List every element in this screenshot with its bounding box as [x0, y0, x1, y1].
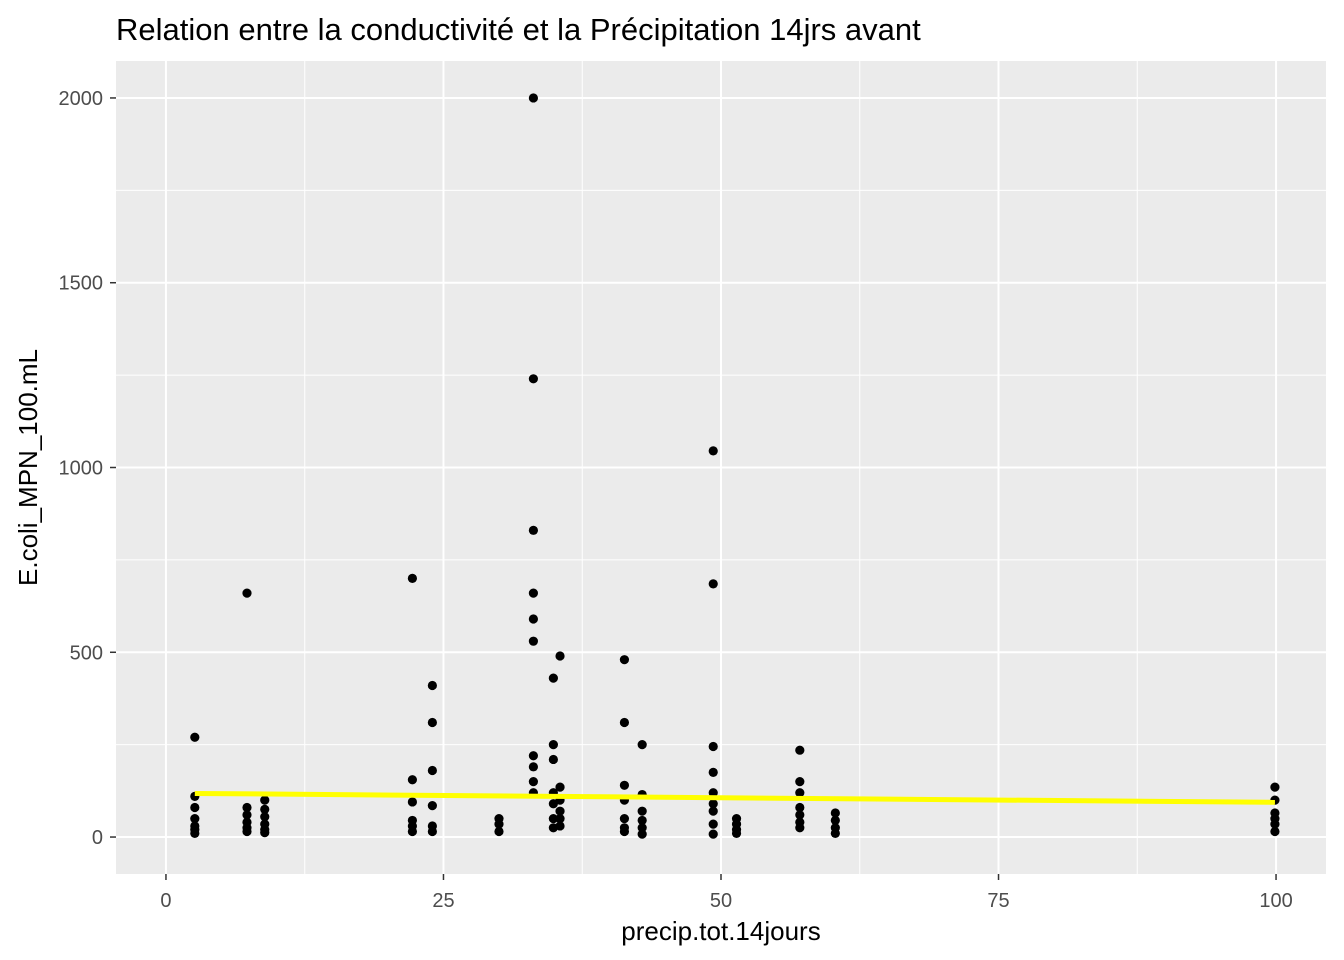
chart-title: Relation entre la conductivité et la Pré…: [116, 12, 921, 47]
data-point: [708, 819, 718, 829]
data-point: [708, 829, 718, 839]
data-point: [548, 740, 558, 750]
data-point: [637, 815, 647, 826]
data-point: [427, 680, 437, 691]
data-point: [190, 813, 200, 824]
data-point: [619, 780, 630, 790]
y-tick-label: 2000: [59, 88, 104, 110]
data-point: [242, 802, 252, 813]
data-point: [708, 741, 718, 752]
data-point: [555, 813, 565, 824]
major-gridlines: [116, 61, 1326, 874]
x-tick-label: 0: [160, 890, 171, 912]
data-point: [427, 717, 437, 728]
data-point: [260, 795, 270, 805]
data-point: [548, 754, 558, 765]
data-point: [242, 826, 252, 837]
y-tick-label: 1500: [59, 273, 104, 295]
data-point: [795, 788, 805, 798]
data-point: [427, 826, 437, 837]
data-point: [555, 782, 565, 792]
data-point: [637, 829, 647, 839]
data-point: [708, 446, 718, 456]
data-point: [795, 823, 805, 833]
data-point: [1270, 826, 1280, 837]
data-point: [190, 802, 200, 813]
data-point: [260, 828, 270, 838]
data-point: [528, 777, 538, 787]
data-point: [528, 525, 538, 535]
x-axis-title: precip.tot.14jours: [621, 916, 820, 946]
data-point: [637, 806, 647, 816]
data-point: [830, 828, 840, 838]
data-point: [708, 767, 718, 777]
data-point: [1270, 819, 1280, 829]
data-point: [708, 788, 718, 798]
x-tick-label: 75: [987, 890, 1009, 912]
y-tick-label: 0: [92, 827, 103, 849]
data-point: [830, 815, 840, 826]
data-point: [548, 813, 558, 824]
data-point: [555, 806, 565, 816]
data-point: [427, 801, 437, 811]
data-point: [260, 804, 270, 814]
x-tick-label: 50: [710, 890, 732, 912]
data-point: [260, 812, 270, 822]
data-point: [190, 828, 200, 838]
data-point: [528, 762, 538, 772]
data-point: [619, 813, 630, 824]
data-point: [494, 826, 504, 837]
data-point: [528, 374, 538, 384]
data-point: [427, 765, 437, 776]
data-point: [1270, 782, 1280, 792]
data-point: [528, 636, 538, 646]
data-point: [548, 673, 558, 683]
data-point: [795, 802, 805, 813]
x-tick-label: 100: [1259, 890, 1292, 912]
x-axis: 0 25 50 75 100: [160, 874, 1293, 912]
data-point: [708, 799, 718, 809]
data-point: [528, 751, 538, 761]
data-point: [407, 797, 417, 807]
data-point: [528, 93, 538, 103]
data-point: [528, 588, 538, 598]
x-tick-label: 25: [432, 890, 454, 912]
data-point: [242, 588, 252, 598]
y-axis: 0 500 1000 1500 2000: [59, 88, 116, 849]
data-point: [555, 651, 565, 661]
data-point: [619, 826, 630, 837]
data-point: [407, 573, 417, 583]
y-tick-label: 500: [70, 642, 103, 664]
data-point: [494, 819, 504, 829]
data-point: [555, 821, 565, 831]
data-point: [190, 732, 200, 742]
data-point: [795, 777, 805, 787]
data-point: [407, 826, 417, 837]
y-tick-label: 1000: [59, 458, 104, 480]
data-point: [708, 579, 718, 589]
data-point: [731, 828, 742, 838]
data-point: [528, 614, 538, 624]
data-point: [637, 740, 647, 750]
data-point: [708, 806, 718, 816]
data-point: [795, 745, 805, 755]
data-point: [795, 810, 805, 820]
data-points: [190, 93, 1280, 839]
data-point: [619, 655, 630, 665]
trend-line-group: [194, 790, 1275, 805]
y-axis-title: E.coli_MPN_100.mL: [13, 349, 43, 586]
data-point: [830, 808, 840, 818]
data-point: [619, 717, 630, 728]
data-point: [407, 775, 417, 785]
trend-line: [194, 790, 1275, 805]
data-point: [242, 810, 252, 820]
